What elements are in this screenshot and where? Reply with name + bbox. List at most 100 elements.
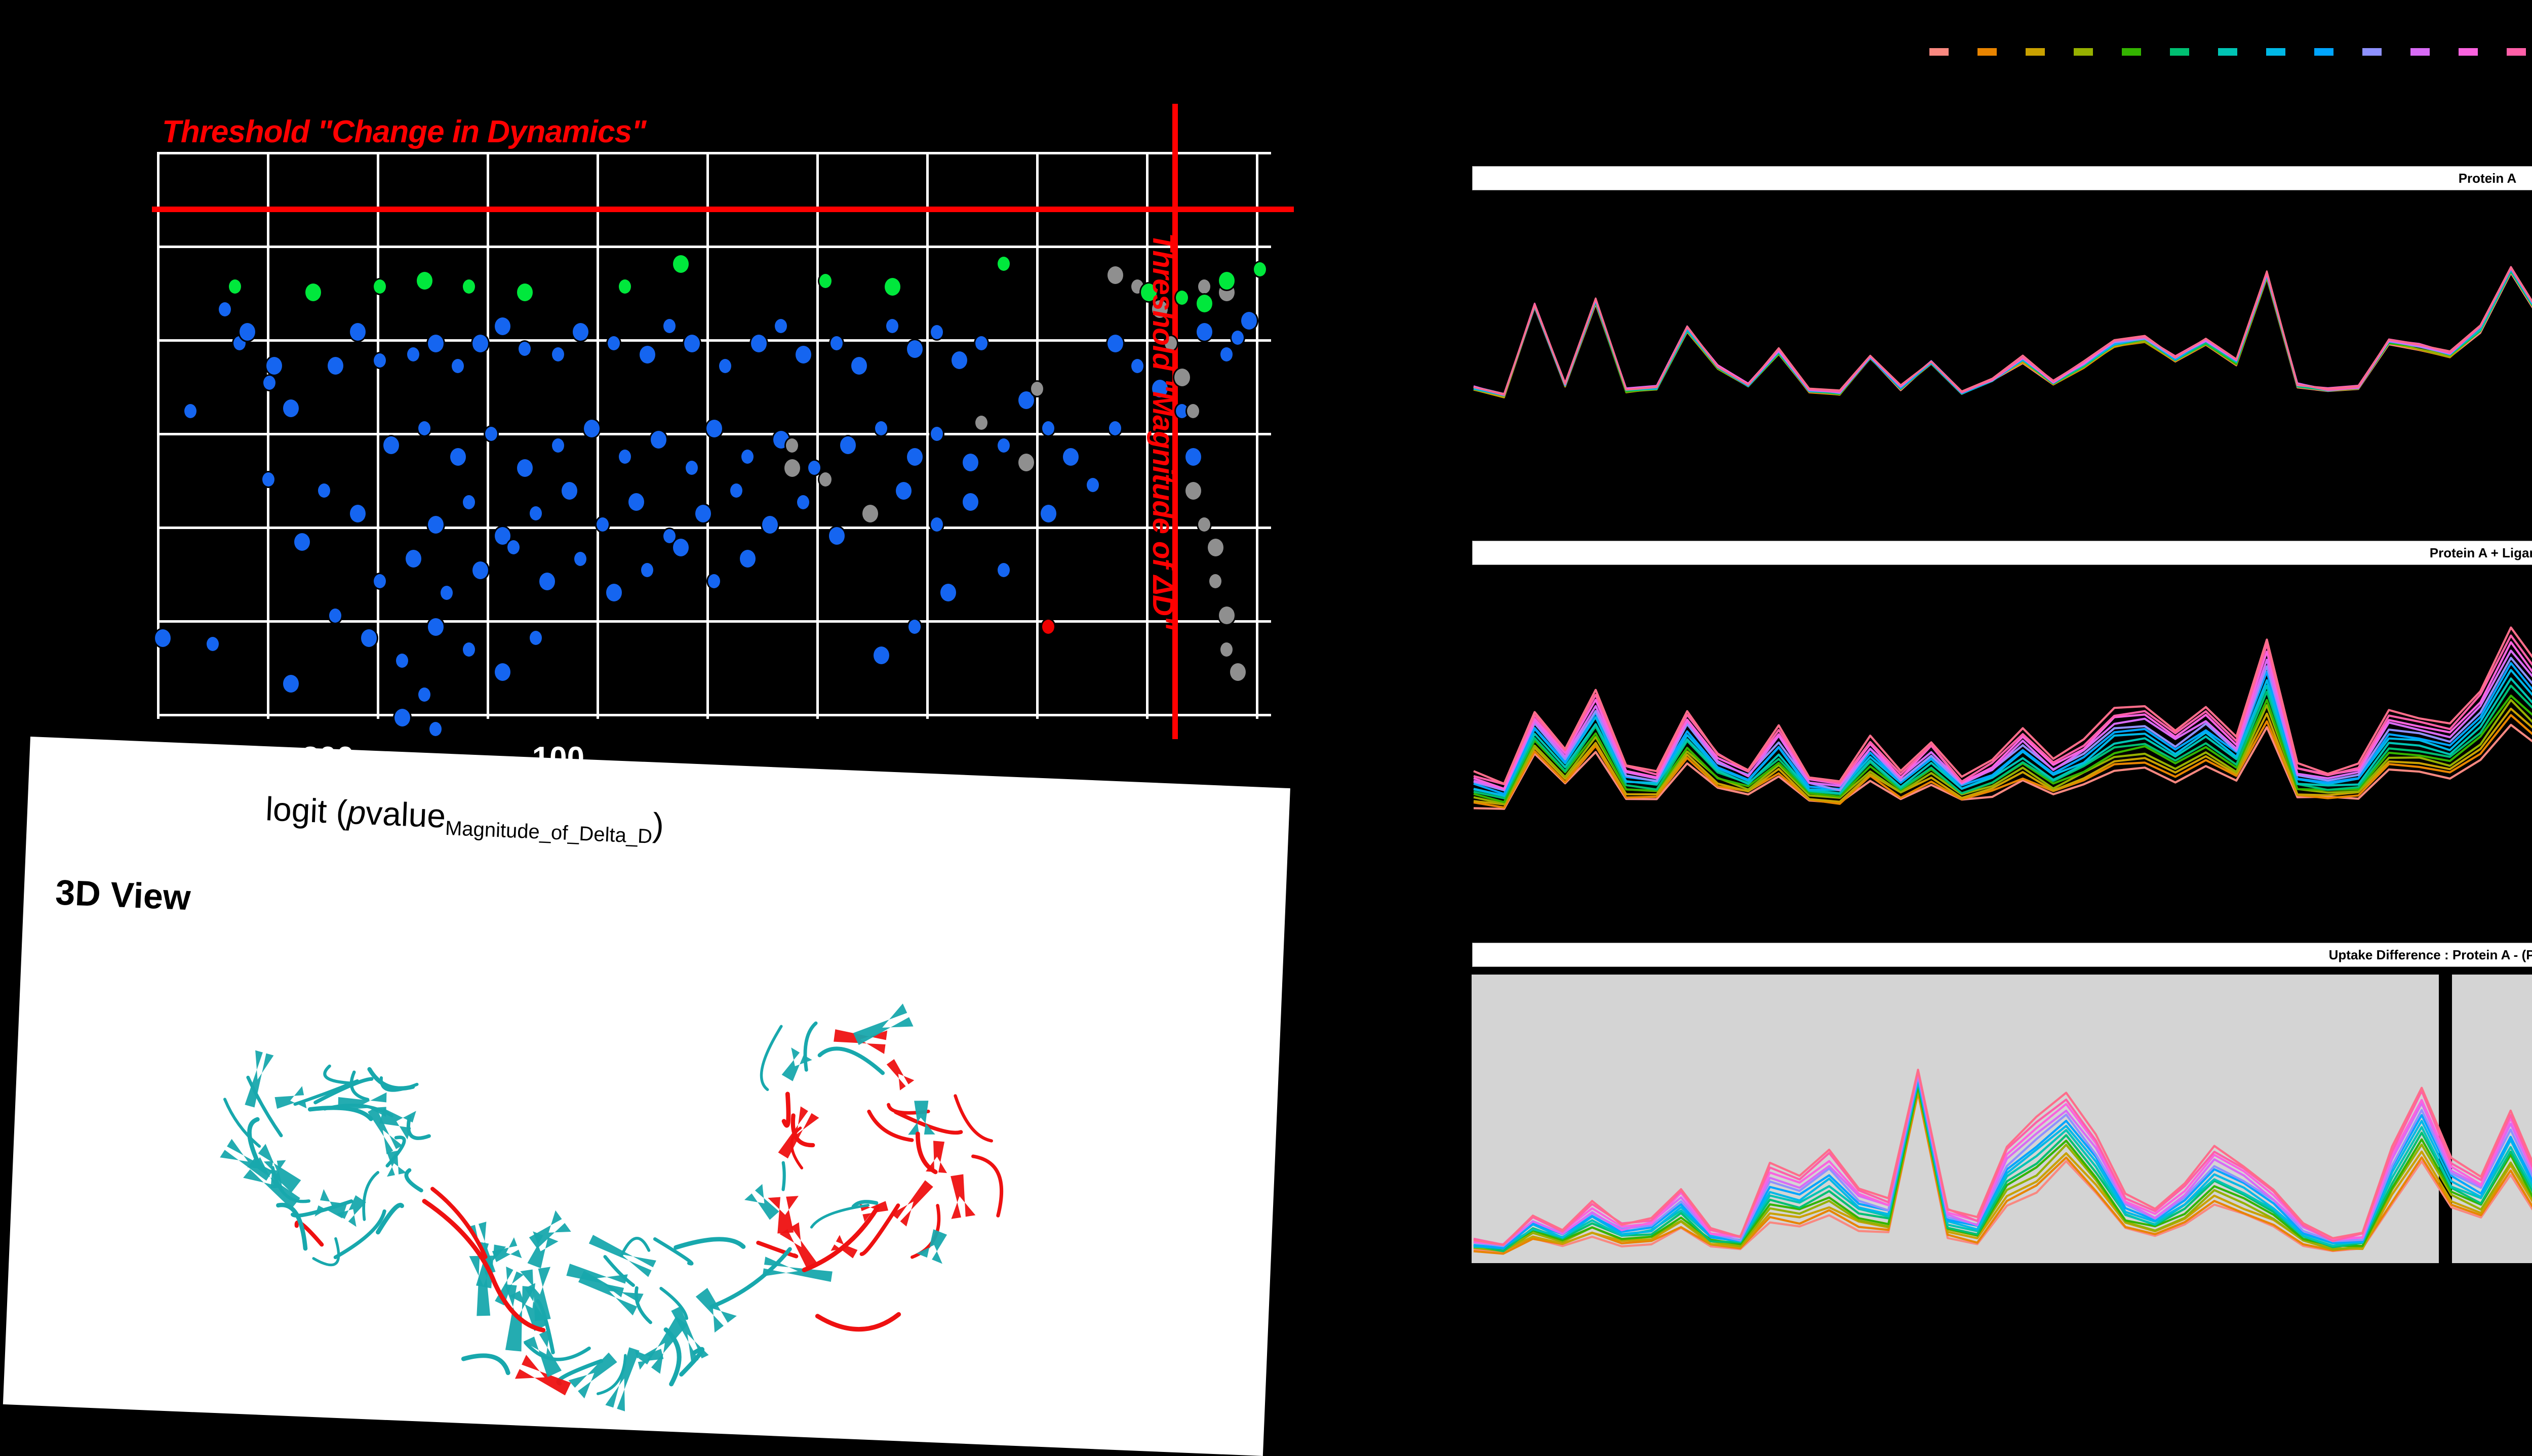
scatter-point-blue[interactable] [773, 317, 788, 335]
scatter-point-blue[interactable] [885, 317, 900, 335]
uptake-trace-line[interactable] [1473, 270, 2532, 396]
uptake-trace-line[interactable] [1473, 626, 2532, 785]
scatter-point-grey[interactable] [1206, 537, 1225, 558]
scatter-point-blue[interactable] [326, 355, 345, 377]
scatter-point-green[interactable] [818, 272, 833, 290]
scatter-point-green[interactable] [1174, 289, 1190, 307]
scatter-point-blue[interactable] [760, 514, 779, 535]
scatter-point-blue[interactable] [796, 493, 811, 511]
3d-view-card[interactable]: logit (pvalueMagnitude_of_Delta_D) 3D Vi… [3, 737, 1290, 1456]
scatter-point-blue[interactable] [426, 333, 445, 354]
scatter-point-blue[interactable] [238, 321, 257, 343]
uptake-trace-line[interactable] [1473, 657, 2532, 792]
scatter-point-blue[interactable] [827, 525, 846, 547]
scatter-point-green[interactable] [1195, 293, 1214, 314]
uptake-trace-line[interactable] [1473, 268, 2532, 396]
scatter-point-blue[interactable] [617, 448, 632, 465]
uptake-trace-line[interactable] [1473, 691, 2532, 805]
scatter-point-grey[interactable] [974, 414, 989, 431]
scatter-point-blue[interactable] [528, 629, 543, 647]
scatter-point-blue[interactable] [996, 561, 1011, 579]
scatter-point-grey[interactable] [1185, 402, 1201, 420]
scatter-point-blue[interactable] [517, 340, 532, 358]
scatter-point-blue[interactable] [348, 321, 367, 343]
scatter-point-blue[interactable] [961, 492, 980, 513]
scatter-point-blue[interactable] [1219, 346, 1234, 363]
scatter-point-green[interactable] [1217, 270, 1236, 292]
uptake-trace-line[interactable] [1473, 662, 2532, 795]
uptake-trace-line[interactable] [1473, 272, 2532, 397]
scatter-point-blue[interactable] [849, 355, 868, 377]
scatter-point-blue[interactable] [872, 644, 891, 666]
legend-swatch-2[interactable] [1977, 48, 1997, 56]
uptake-trace-line[interactable] [1473, 270, 2532, 396]
scatter-point-blue[interactable] [281, 673, 300, 694]
scatter-point-blue[interactable] [582, 418, 601, 439]
scatter-point-blue[interactable] [905, 338, 924, 359]
scatter-point-red[interactable] [1041, 618, 1056, 635]
uptake-trace-line[interactable] [1473, 1091, 2532, 1263]
scatter-point-blue[interactable] [938, 582, 958, 603]
uptake-trace-line[interactable] [1473, 684, 2532, 803]
scatter-point-blue[interactable] [550, 346, 566, 363]
scatter-point-blue[interactable] [684, 459, 699, 477]
scatter-point-blue[interactable] [450, 357, 465, 375]
scatter-point-blue[interactable] [493, 662, 512, 683]
legend-swatch-5[interactable] [2122, 48, 2141, 56]
scatter-point-grey[interactable] [1016, 452, 1036, 473]
scatter-point-green[interactable] [883, 276, 902, 297]
legend-swatch-13[interactable] [2507, 48, 2526, 56]
scatter-point-green[interactable] [303, 281, 323, 303]
scatter-point-grey[interactable] [1208, 573, 1223, 590]
scatter-point-green[interactable] [372, 278, 387, 295]
scatter-point-blue[interactable] [1239, 310, 1258, 331]
scatter-point-grey[interactable] [1228, 662, 1247, 683]
scatter-point-blue[interactable] [1039, 503, 1058, 524]
scatter-point-blue[interactable] [217, 300, 233, 318]
scatter-point-blue[interactable] [316, 482, 332, 500]
scatter-point-blue[interactable] [794, 344, 813, 365]
scatter-point-blue[interactable] [996, 436, 1011, 454]
uptake-trace-line[interactable] [1473, 650, 2532, 790]
scatter-point-grey[interactable] [1183, 480, 1203, 501]
uptake-trace-line[interactable] [1473, 669, 2532, 797]
scatter-point-blue[interactable] [506, 539, 521, 556]
scatter-point-green[interactable] [671, 253, 690, 274]
scatter-point-blue[interactable] [428, 720, 443, 738]
scatter-point-blue[interactable] [461, 493, 477, 511]
scatter-point-blue[interactable] [949, 350, 969, 371]
uptake-trace-line[interactable] [1473, 1072, 2532, 1246]
scatter-point-blue[interactable] [1105, 333, 1125, 354]
scatter-point-blue[interactable] [640, 561, 655, 579]
scatter-point-grey[interactable] [1219, 640, 1234, 658]
uptake-trace-line[interactable] [1473, 641, 2532, 790]
scatter-point-blue[interactable] [328, 606, 343, 624]
uptake-trace-line[interactable] [1473, 1080, 2532, 1249]
scatter-point-blue[interactable] [262, 374, 278, 392]
scatter-point-blue[interactable] [874, 420, 889, 437]
uptake-traces-protein-a[interactable] [1458, 203, 2532, 405]
scatter-point-blue[interactable] [573, 550, 588, 568]
scatter-point-blue[interactable] [894, 480, 913, 501]
scatter-point-blue[interactable] [1041, 420, 1056, 437]
scatter-point-blue[interactable] [372, 573, 387, 590]
legend-swatch-7[interactable] [2218, 48, 2237, 56]
scatter-point-blue[interactable] [493, 525, 512, 547]
scatter-point-blue[interactable] [671, 537, 690, 558]
scatter-point-blue[interactable] [1061, 446, 1080, 467]
scatter-point-blue[interactable] [1107, 420, 1123, 437]
volcano-plot-area[interactable] [152, 104, 1294, 739]
scatter-point-blue[interactable] [907, 618, 922, 635]
uptake-trace-line[interactable] [1473, 269, 2532, 395]
scatter-point-grey[interactable] [782, 457, 802, 478]
scatter-point-blue[interactable] [484, 425, 499, 443]
uptake-trace-line[interactable] [1473, 675, 2532, 797]
scatter-point-blue[interactable] [264, 355, 284, 377]
scatter-point-green[interactable] [415, 270, 434, 292]
scatter-point-green[interactable] [227, 278, 243, 295]
uptake-trace-line[interactable] [1473, 1069, 2532, 1246]
legend-swatch-6[interactable] [2170, 48, 2189, 56]
scatter-point-blue[interactable] [718, 357, 733, 375]
scatter-point-blue[interactable] [426, 616, 445, 637]
scatter-point-blue[interactable] [638, 344, 657, 365]
